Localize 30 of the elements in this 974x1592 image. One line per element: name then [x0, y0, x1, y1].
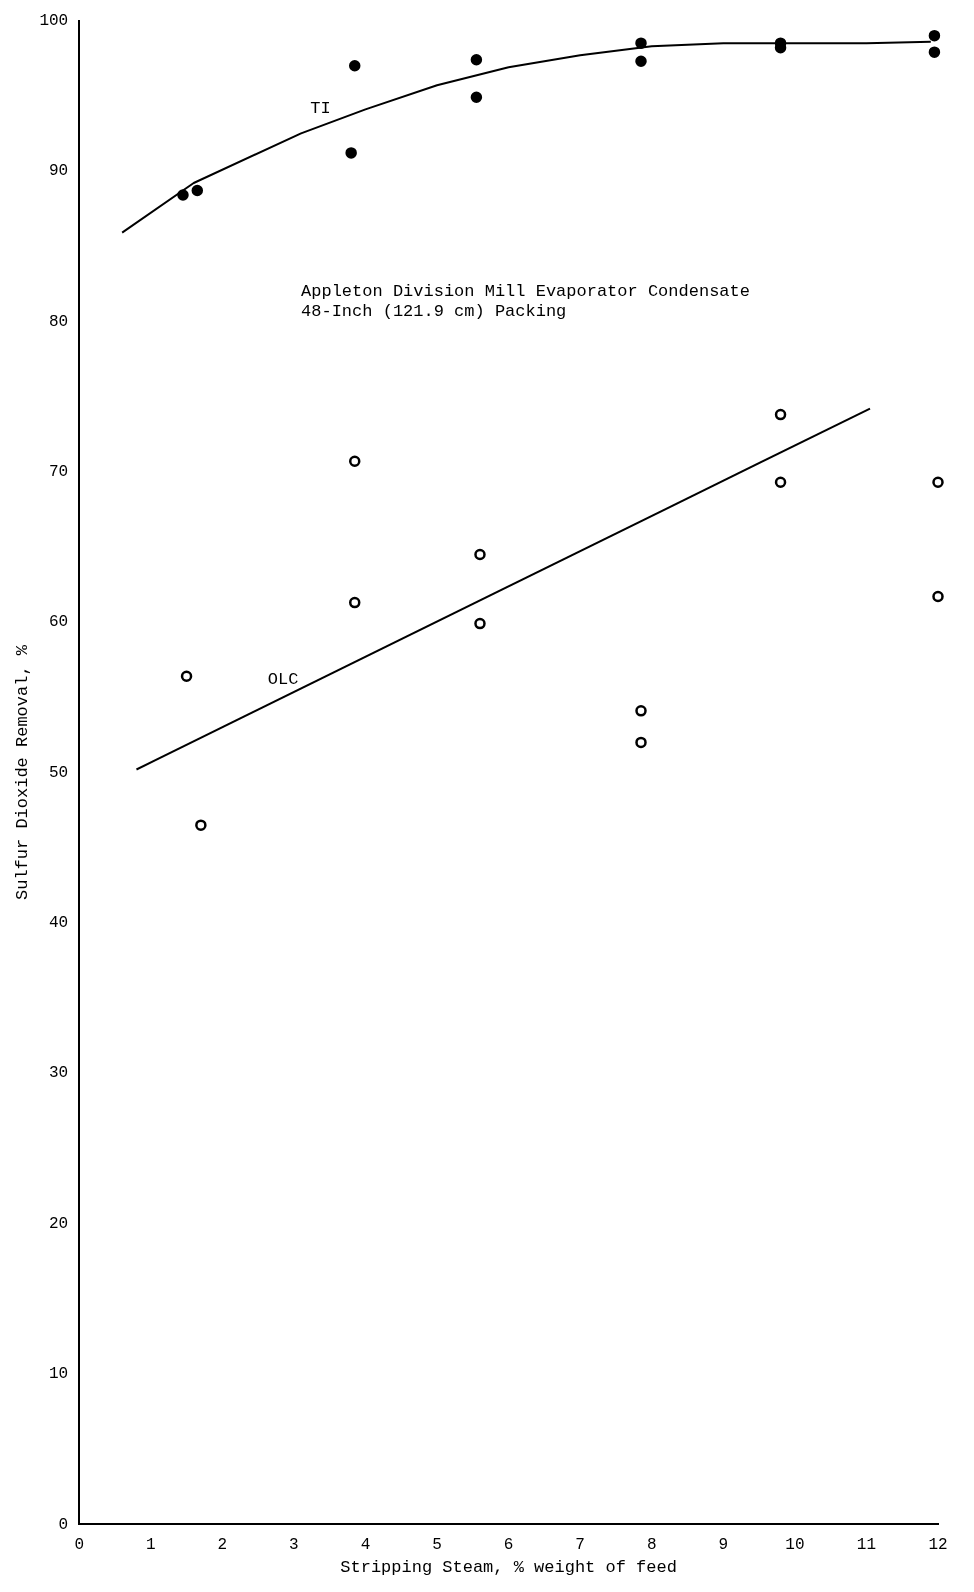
y-tick-label: 10 — [49, 1365, 69, 1384]
x-tick-label: 2 — [217, 1536, 228, 1555]
y-axis-title: Sulfur Dioxide Removal, % — [12, 644, 32, 901]
y-tick-label: 80 — [49, 312, 69, 331]
x-tick-label: 8 — [646, 1536, 657, 1555]
y-tick-label: 100 — [39, 11, 69, 30]
x-tick-label: 11 — [856, 1536, 877, 1555]
y-tick-label: 30 — [49, 1064, 69, 1083]
series-label: OLC — [267, 669, 299, 689]
x-tick-label: 6 — [503, 1536, 514, 1555]
y-tick-label: 90 — [49, 162, 69, 181]
y-tick-label: 70 — [49, 462, 69, 481]
x-tick-label: 9 — [718, 1536, 729, 1555]
y-tick-label: 40 — [49, 914, 69, 933]
annotation: 48-Inch (121.9 cm) Packing — [301, 301, 567, 321]
x-tick-label: 10 — [785, 1536, 805, 1555]
y-tick-label: 50 — [49, 763, 69, 782]
x-tick-label: 5 — [432, 1536, 442, 1555]
x-tick-label: 0 — [74, 1536, 85, 1555]
y-tick-label: 20 — [49, 1214, 69, 1233]
annotation: Appleton Division Mill Evaporator Condensate — [301, 281, 750, 301]
y-tick-label: 0 — [58, 1515, 69, 1534]
x-tick-label: 12 — [928, 1536, 948, 1555]
x-tick-label: 4 — [360, 1536, 371, 1555]
y-tick-label: 60 — [49, 613, 69, 632]
series-label: TI — [310, 98, 331, 118]
x-tick-label: 3 — [289, 1536, 299, 1555]
x-tick-label: 7 — [575, 1536, 585, 1555]
x-tick-label: 1 — [145, 1536, 156, 1555]
x-axis-title: Stripping Steam, % weight of feed — [340, 1558, 677, 1578]
